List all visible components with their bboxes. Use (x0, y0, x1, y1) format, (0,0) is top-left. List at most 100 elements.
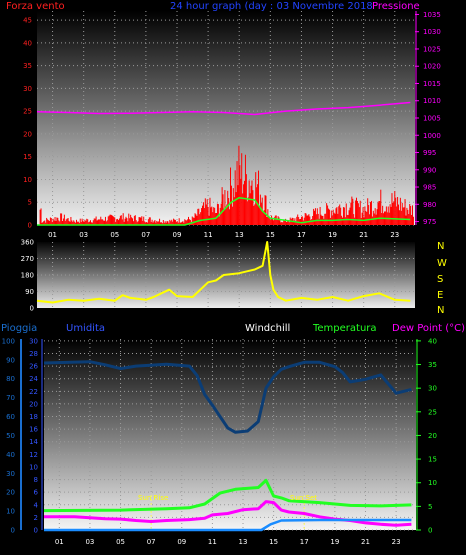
temperature-x-tick-label: 07 (147, 538, 156, 546)
pressure-y-tick-label: 1005 (423, 115, 441, 123)
humidity-y-tick-label: 4 (34, 501, 39, 509)
humidity-line (43, 360, 412, 434)
wind-x-tick-label: 11 (204, 231, 213, 239)
humidity-y-tick-label: 24 (29, 375, 38, 383)
temperature-y-tick-label: 5 (428, 503, 432, 511)
sunset-label: Sun Set (290, 494, 317, 502)
temperature-x-tick-label: 13 (239, 538, 248, 546)
wind-y-tick-label: 40 (23, 39, 32, 47)
pressure-y-tick-label: 1035 (423, 11, 441, 19)
rain-y-tick-label: 40 (6, 451, 15, 459)
wind-x-tick-label: 01 (48, 231, 57, 239)
direction-y-tick-label: 360 (21, 239, 34, 247)
temperature-y-tick-label: 15 (428, 456, 437, 464)
temperature-x-tick-label: 21 (361, 538, 370, 546)
wind-direction-line (36, 241, 411, 304)
wind-y-tick-label: 25 (23, 108, 32, 116)
wind-axis-title: Forza vento (6, 1, 65, 12)
pressure-y-tick-label: 990 (423, 166, 436, 174)
direction-y-tick-label: 90 (25, 288, 34, 296)
sunrise-label: Sun Rise (138, 494, 168, 502)
wind-x-tick-label: 07 (141, 231, 150, 239)
rain-y-tick-label: 0 (11, 527, 15, 535)
humidity-y-tick-label: 14 (29, 438, 38, 446)
compass-w: W (437, 258, 447, 269)
humidity-y-tick-label: 8 (34, 476, 38, 484)
humidity-y-tick-label: 2 (34, 514, 38, 522)
rain-y-tick-label: 90 (6, 356, 15, 364)
pressure-y-tick-label: 1030 (423, 28, 441, 36)
wind-x-tick-label: 23 (390, 231, 399, 239)
compass-e: E (437, 290, 443, 301)
wind-y-tick-label: 5 (28, 199, 32, 207)
pressure-y-tick-label: 1010 (423, 97, 441, 105)
direction-y-tick-label: 0 (30, 305, 34, 313)
pressure-y-tick-label: 975 (423, 218, 436, 226)
wind-x-tick-label: 19 (328, 231, 337, 239)
wind-x-tick-label: 09 (173, 231, 182, 239)
wind-x-tick-label: 21 (359, 231, 368, 239)
humidity-y-tick-label: 12 (29, 451, 38, 459)
temperature-y-tick-label: 40 (428, 337, 437, 345)
rain-y-tick-label: 70 (6, 394, 15, 402)
temperature-y-tick-label: 30 (428, 385, 437, 393)
axis-layer: 0510152025303540459759809859909951000100… (2, 11, 441, 546)
rain-axis-title: Pioggia (1, 323, 37, 334)
wind-y-tick-label: 10 (23, 176, 32, 184)
rain-y-tick-label: 30 (6, 470, 15, 478)
pressure-y-tick-label: 985 (423, 184, 436, 192)
temperature-x-tick-label: 23 (392, 538, 401, 546)
pressure-axis-title: Pressione (372, 1, 420, 12)
rain-y-tick-label: 100 (2, 337, 15, 345)
rain-y-tick-label: 60 (6, 413, 15, 421)
direction-y-tick-label: 270 (21, 255, 34, 263)
temperature-x-tick-label: 01 (55, 538, 64, 546)
chart-title: 24 hour graph (day : 03 Novembre 2018 (170, 1, 373, 12)
humidity-y-tick-label: 26 (29, 363, 38, 371)
pressure-line (36, 101, 411, 116)
wind-x-tick-label: 13 (235, 231, 244, 239)
wind-x-tick-label: 03 (79, 231, 88, 239)
direction-y-tick-label: 180 (21, 272, 34, 280)
pressure-y-tick-label: 1025 (423, 45, 441, 53)
wind-y-tick-label: 35 (23, 62, 32, 70)
humidity-y-tick-label: 16 (29, 426, 38, 434)
pressure-y-tick-label: 1020 (423, 63, 441, 71)
temperature-y-tick-label: 0 (428, 527, 432, 535)
wind-x-tick-label: 15 (266, 231, 275, 239)
rain-y-tick-label: 80 (6, 375, 15, 383)
temperature-plot-area (44, 339, 416, 530)
dewpoint-title: Dew Point (°C) (392, 323, 465, 334)
humidity-y-tick-label: 28 (29, 350, 38, 358)
rain-y-tick-label: 10 (6, 508, 15, 516)
temperature-x-tick-label: 17 (300, 538, 309, 546)
temperature-y-tick-label: 20 (428, 432, 437, 440)
temperature-x-tick-label: 11 (208, 538, 217, 546)
rain-y-tick-label: 50 (6, 432, 15, 440)
temperature-x-tick-label: 15 (269, 538, 278, 546)
wind-y-tick-label: 30 (23, 85, 32, 93)
wind-y-tick-label: 20 (23, 130, 32, 138)
series-layer (36, 101, 414, 532)
wind-x-tick-label: 05 (110, 231, 119, 239)
humidity-y-tick-label: 10 (29, 463, 38, 471)
humidity-y-tick-label: 22 (29, 388, 38, 396)
humidity-y-tick-label: 18 (29, 413, 38, 421)
pressure-y-tick-label: 995 (423, 149, 436, 157)
pressure-y-tick-label: 1000 (423, 132, 441, 140)
humidity-axis-title: Umidita (66, 323, 105, 334)
temperature-y-tick-label: 35 (428, 361, 437, 369)
wind-plot-area (37, 11, 415, 225)
temperature-x-tick-label: 05 (116, 538, 125, 546)
temperature-x-tick-label: 09 (177, 538, 186, 546)
compass-n-bottom: N (437, 305, 444, 316)
rain-line (44, 518, 412, 532)
pressure-y-tick-label: 980 (423, 201, 436, 209)
temperature-x-tick-label: 19 (330, 538, 339, 546)
temperature-x-tick-label: 03 (85, 538, 94, 546)
temperature-y-tick-label: 25 (428, 408, 437, 416)
temperature-title: Temperatura (312, 323, 377, 334)
humidity-y-tick-label: 30 (29, 337, 38, 345)
humidity-y-tick-label: 6 (34, 489, 39, 497)
